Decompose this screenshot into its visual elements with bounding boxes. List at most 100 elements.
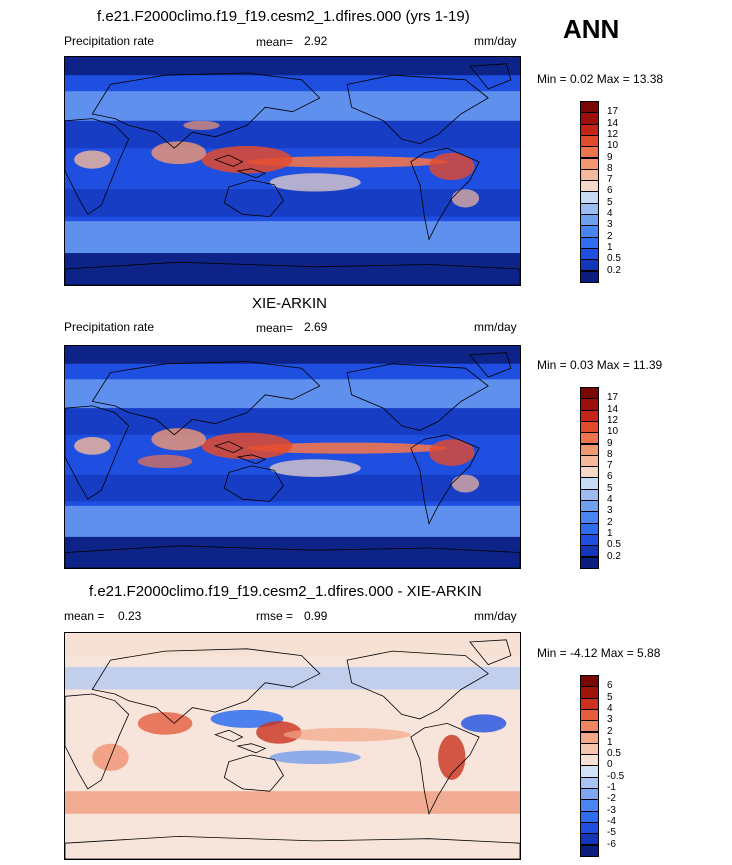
- colorbar-tick-label: 3: [607, 505, 613, 517]
- colorbar-tick-label: 14: [607, 117, 619, 129]
- colorbar-tick-label: 3: [607, 714, 613, 726]
- coastline: [410, 722, 480, 816]
- colorbar-tick-label: -5: [607, 827, 616, 839]
- panel1-map-svg: [65, 57, 520, 285]
- coastline: [469, 352, 512, 378]
- colorbar-tick-label: 14: [607, 403, 619, 415]
- coastline: [213, 441, 244, 454]
- coastline: [469, 63, 512, 90]
- colorbar-tick-label: 17: [607, 106, 619, 118]
- panel1-colorbar: 17 14 12 10 9 8 7 6 5 4 3 2 1 0.5 0.2: [580, 101, 621, 283]
- colorbar-tick-label: 2: [607, 230, 613, 242]
- coastline: [469, 639, 512, 666]
- colorbar-tick-label: -4: [607, 815, 616, 827]
- colorbar-tick-label: 0.5: [607, 748, 621, 760]
- coastline: [236, 743, 267, 754]
- colorbar-tick-label: 5: [607, 196, 613, 208]
- coastline: [346, 363, 489, 431]
- coastline: [236, 454, 267, 465]
- coastline: [223, 754, 284, 792]
- colorbar-tick-label: 1: [607, 241, 613, 253]
- coastline: [91, 72, 321, 149]
- panel1-minmax: Min = 0.02 Max = 13.38: [537, 72, 664, 86]
- panel2-mean-label: mean=: [256, 321, 294, 335]
- coastline: [223, 465, 284, 502]
- panel2-map: [64, 345, 521, 569]
- colorbar-tick-label: -0.5: [607, 770, 625, 782]
- coastline: [65, 405, 130, 500]
- panel2-title: XIE-ARKIN: [252, 295, 328, 312]
- colorbar-swatch: [580, 844, 599, 857]
- colorbar-tick-label: 2: [607, 516, 613, 528]
- panel1-map: [64, 56, 521, 286]
- colorbar-tick-label: 5: [607, 691, 613, 703]
- coastline: [65, 261, 520, 285]
- panel1-mean-label: mean=: [256, 35, 294, 49]
- coastline: [236, 168, 267, 179]
- coastline: [65, 545, 520, 568]
- colorbar-tick-label: 0.5: [607, 253, 621, 265]
- coastline: [346, 74, 489, 145]
- colorbar-tick-label: 12: [607, 414, 619, 426]
- panel3-mean-label: mean =: [64, 609, 105, 623]
- coastline: [65, 693, 130, 790]
- coastline: [213, 729, 244, 742]
- colorbar-tick-label: 3: [607, 219, 613, 231]
- colorbar-tick-label: 0.2: [607, 550, 621, 562]
- panel2-variable-label: Precipitation rate: [64, 320, 155, 334]
- coastline: [65, 835, 520, 859]
- colorbar-tick-label: 7: [607, 460, 613, 472]
- colorbar-tick-label: 12: [607, 128, 619, 140]
- colorbar-tick-label: 10: [607, 140, 619, 152]
- season-label: ANN: [563, 14, 620, 44]
- panel3-colorbar: 6 5 4 3 2 1 0.5 0 -0.5 -1 -2 -3 -4 -5 -6: [580, 675, 624, 857]
- colorbar-tick-label: -3: [607, 804, 616, 816]
- panel2-colorbar: 17 14 12 10 9 8 7 6 5 4 3 2 1 0.5 0.2: [580, 387, 621, 569]
- colorbar-tick-label: 6: [607, 185, 613, 197]
- colorbar-tick-label: 8: [607, 448, 613, 460]
- colorbar-tick-label: -1: [607, 782, 616, 793]
- coastline: [410, 434, 480, 525]
- coastline: [91, 648, 321, 724]
- panel3-mean-value: 0.23: [118, 609, 142, 623]
- colorbar-tick-label: 9: [607, 151, 613, 163]
- coastline: [214, 154, 244, 167]
- colorbar-tick-label: 5: [607, 482, 613, 494]
- colorbar-tick-label: 4: [607, 494, 613, 505]
- panel2-map-svg: [65, 346, 520, 568]
- panel1-variable-label: Precipitation rate: [64, 34, 155, 48]
- panel3-title: f.e21.F2000climo.f19_f19.cesm2_1.dfires.…: [89, 583, 482, 600]
- coastline: [65, 118, 130, 215]
- colorbar-tick-label: 0: [607, 759, 613, 771]
- colorbar-tick-label: 4: [607, 208, 613, 219]
- panel1-units: mm/day: [474, 34, 517, 48]
- colorbar-tick-label: -6: [607, 838, 616, 850]
- panel3-rmse-label: rmse =: [256, 609, 294, 623]
- panel2-minmax: Min = 0.03 Max = 11.39: [537, 358, 663, 372]
- colorbar-tick-label: 1: [607, 736, 613, 748]
- coastline: [223, 179, 284, 218]
- colorbar-tick-label: 2: [607, 725, 613, 737]
- colorbar-swatch: [580, 270, 599, 283]
- panel3-rmse-value: 0.99: [304, 609, 328, 623]
- colorbar-swatch: [580, 556, 599, 569]
- colorbar-tick-label: 6: [607, 680, 613, 692]
- panel3-minmax: Min = -4.12 Max = 5.88: [537, 646, 661, 660]
- colorbar-tick-label: -2: [607, 793, 616, 805]
- colorbar-tick-label: 10: [607, 426, 619, 438]
- panel1-title: f.e21.F2000climo.f19_f19.cesm2_1.dfires.…: [97, 8, 470, 25]
- colorbar-tick-label: 0.5: [607, 539, 621, 551]
- colorbar-tick-label: 4: [607, 702, 613, 714]
- colorbar-tick-label: 8: [607, 162, 613, 174]
- panel2-mean-value: 2.69: [304, 320, 328, 334]
- colorbar-tick-label: 6: [607, 471, 613, 483]
- colorbar-tick-label: 1: [607, 527, 613, 539]
- panel3-map: [64, 632, 521, 860]
- colorbar-tick-label: 17: [607, 392, 619, 404]
- panel3-map-svg: [65, 633, 520, 859]
- panel3-units: mm/day: [474, 609, 517, 623]
- colorbar-tick-label: 9: [607, 437, 613, 449]
- coastline: [346, 650, 489, 720]
- panel2-units: mm/day: [474, 320, 517, 334]
- coastline: [91, 361, 321, 436]
